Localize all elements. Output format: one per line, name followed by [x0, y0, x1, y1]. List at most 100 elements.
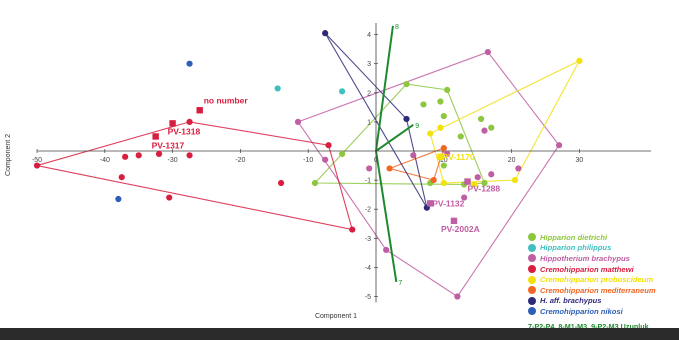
point-cremohipparion-mediterraneum [386, 165, 393, 172]
specimen-marker [464, 178, 471, 185]
point-hippotherium-brachypus [515, 165, 522, 172]
point-cremohipparion-matthewi [135, 152, 142, 159]
point-hipparion-dietrichi [440, 162, 447, 169]
specimen-label: PV-1288 [468, 184, 501, 194]
legend-item-hipparion-dietrichi: Hipparion dietrichi [528, 232, 678, 243]
x-tick-label: -40 [100, 157, 110, 164]
legend-item-cremohipparion-mediterraneum: Cremohipparion mediterraneum [528, 285, 678, 296]
specimen-marker [437, 153, 444, 161]
point-hipparion-dietrichi [481, 179, 488, 187]
point-hipparion-philippus [339, 88, 346, 95]
point-cremohipparion-matthewi [186, 152, 193, 159]
point-hipparion-dietrichi [477, 115, 485, 123]
point-cremohipparion-matthewi [349, 226, 356, 233]
vector-8 [375, 25, 394, 152]
vector-label-7: 7 [398, 280, 402, 287]
legend-label: Hipparion philippus [540, 243, 612, 253]
point-hipparion-dietrichi [420, 101, 427, 108]
y-tick-label: -3 [365, 236, 371, 243]
axes: -50 -40 -30 -20 -10 0 10 20 30 -5 -4 -3 -2 -1 1 2 3 4 [32, 22, 651, 303]
vector-label-8: 8 [395, 24, 399, 31]
hull-cremohipparion-proboscideum [429, 59, 581, 184]
x-tick-label: -10 [303, 157, 313, 164]
y-tick-label: -4 [365, 265, 371, 272]
bottom-bar [0, 328, 679, 340]
point-cremohipparion-matthewi [186, 118, 193, 125]
point-cremohipparion-nikosi [115, 195, 122, 203]
point-hippotherium-brachypus [410, 152, 417, 159]
point-hippotherium-brachypus [488, 171, 495, 178]
point-hippotherium-brachypus [474, 174, 481, 181]
point-cremohipparion-mediterraneum [440, 144, 447, 152]
point-cremohipparion-matthewi [155, 150, 163, 158]
y-tick-label: -1 [365, 178, 371, 185]
point-hippotherium-brachypus [454, 293, 461, 300]
point-hipparion-philippus [274, 85, 281, 92]
legend-swatch [528, 296, 536, 305]
y-tick-label: -5 [365, 294, 371, 301]
point-cremohipparion-proboscideum [511, 177, 519, 184]
point-hippotherium-brachypus [294, 118, 302, 125]
x-tick-label: 20 [508, 157, 516, 164]
x-tick-label: -20 [235, 157, 245, 164]
x-axis-title: Component 1 [315, 313, 357, 320]
legend-label: Cremohipparion proboscideum [540, 275, 654, 285]
specimen-label: PV-2002A [441, 224, 480, 234]
loading-vector-group: 8 7 9 [375, 24, 419, 287]
point-cremohipparion-proboscideum [437, 124, 444, 131]
legend-label: Cremohipparion nikosi [540, 306, 623, 316]
point-cremohipparion-nikosi [186, 60, 193, 67]
vector-9 [375, 123, 414, 152]
point-cremohipparion-matthewi [33, 162, 41, 169]
legend-swatch [528, 265, 536, 274]
vector-7 [375, 150, 398, 283]
hull-hippotherium-brachypus [297, 51, 560, 298]
point-cremohipparion-proboscideum [471, 181, 478, 188]
specimen-label: PV-1132 [432, 198, 464, 208]
point-hipparion-dietrichi [437, 98, 444, 105]
point-cremohipparion-proboscideum [576, 57, 583, 64]
specimen-marker [450, 217, 458, 225]
legend: Hipparion dietrichi Hipparion philippus Hi… [528, 232, 678, 331]
specimen-label: PV-1170 [442, 152, 474, 162]
point-group [33, 30, 583, 300]
legend-item-hipparion-philippus: Hipparion philippus [528, 243, 678, 254]
legend-label: H. aff. brachypus [540, 296, 602, 306]
point-cremohipparion-matthewi [118, 174, 125, 181]
point-cremohipparion-proboscideum [427, 130, 434, 137]
specimen-label: PV-1317 [152, 140, 185, 150]
point-hippotherium-brachypus [481, 127, 488, 134]
point-hippotherium-brachypus [555, 142, 563, 149]
point-cremohipparion-matthewi [166, 194, 173, 201]
legend-item-hippotherium-brachypus: Hippotherium brachypus [528, 253, 678, 264]
point-hippotherium-brachypus [383, 246, 390, 254]
point-hippotherium-brachypus [366, 165, 373, 172]
x-tick-label: -30 [168, 157, 178, 164]
legend-swatch [528, 243, 536, 252]
point-cremohipparion-matthewi [122, 153, 129, 160]
point-h-aff-brachypus [322, 30, 329, 37]
point-hipparion-dietrichi [311, 179, 319, 187]
legend-item-cremohipparion-nikosi: Cremohipparion nikosi [528, 306, 678, 317]
specimen-marker [169, 120, 176, 127]
legend-item-cremohipparion-proboscideum: Cremohipparion proboscideum [528, 274, 678, 285]
specimen-marker [196, 107, 203, 114]
specimen-marker [152, 133, 159, 140]
y-axis-title: Component 2 [5, 134, 12, 176]
vector-label-9: 9 [415, 123, 419, 130]
y-tick-label: 4 [367, 32, 371, 39]
x-tick-label: 10 [440, 157, 448, 164]
point-hipparion-dietrichi [339, 150, 346, 158]
x-tick-label: 0 [374, 157, 378, 164]
legend-swatch [528, 233, 536, 242]
legend-swatch [528, 275, 536, 284]
y-tick-label: 2 [367, 90, 371, 97]
point-hipparion-dietrichi [440, 112, 447, 120]
x-tick-label: 30 [576, 157, 584, 164]
point-h-aff-brachypus [403, 115, 410, 123]
point-hipparion-dietrichi [403, 80, 410, 88]
legend-label: Cremohipparion mediterraneum [540, 285, 656, 295]
specimen-group: no number PV-1318 PV-1317 PV-1170 PV-1288 PV-… [152, 95, 501, 234]
legend-swatch [528, 307, 536, 316]
